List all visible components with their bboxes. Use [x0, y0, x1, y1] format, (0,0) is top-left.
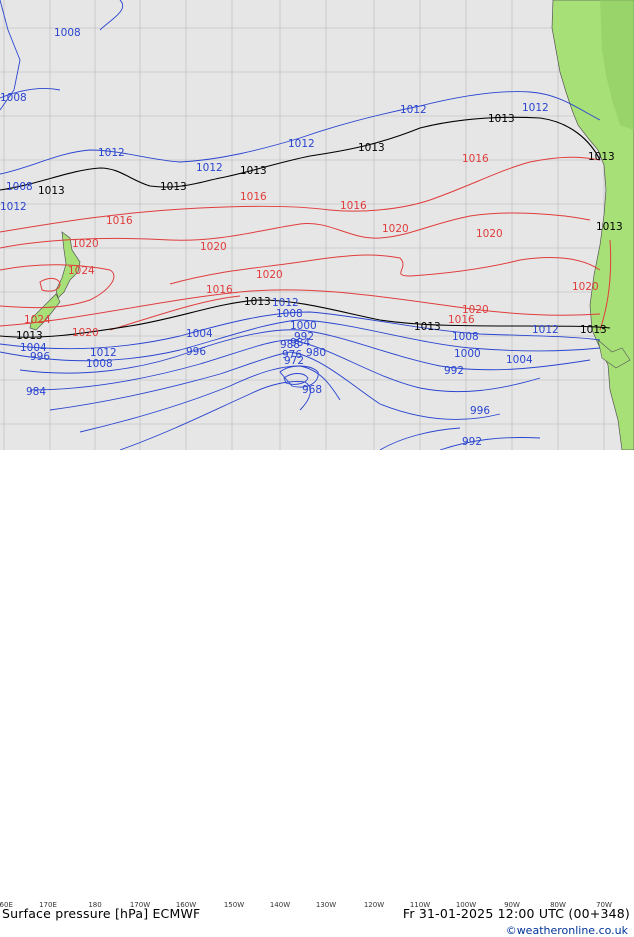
- isobar-label: 1012: [90, 347, 117, 359]
- isobar-label: 996: [186, 346, 206, 358]
- isobar-label: 1012: [98, 147, 125, 159]
- isobar-label: 1008: [0, 92, 27, 104]
- isobar-label: 1020: [476, 228, 503, 240]
- andes-highlands: [600, 0, 634, 130]
- isobar-label: 1016: [340, 200, 367, 212]
- standard-isobars: [0, 116, 611, 338]
- isobar-label: 1016: [448, 314, 475, 326]
- isobar-label: 1020: [72, 238, 99, 250]
- isobar-label: 1020: [72, 327, 99, 339]
- longitude-label: 120W: [363, 901, 385, 909]
- isobar-label: 992: [444, 365, 464, 377]
- isobar-label: 1012: [272, 297, 299, 309]
- tierra-del-fuego: [597, 339, 631, 369]
- isobar-label: 1016: [106, 215, 133, 227]
- isobar-label: 1024: [24, 314, 51, 326]
- isobar-label: 1004: [186, 328, 213, 340]
- isobar-label: 992: [462, 436, 482, 448]
- isobar-label: 1013: [16, 330, 43, 342]
- isobar-label: 1016: [462, 153, 489, 165]
- isobar-label: 968: [302, 384, 322, 396]
- isobar-label: 1008: [86, 358, 113, 370]
- isobar-label: 992: [294, 331, 314, 343]
- isobar-label: 1012: [522, 102, 549, 114]
- isobar-label: 1013: [580, 324, 607, 336]
- longitude-label: 130W: [315, 901, 337, 909]
- isobar-label: 1013: [160, 181, 187, 193]
- isobar-label: 996: [30, 351, 50, 363]
- valid-time: Fr 31-01-2025 12:00 UTC (00+348): [402, 906, 630, 921]
- map-canvas: 1008 1008 1008 1012 1012 1012 1012 1012 …: [0, 0, 634, 451]
- isobar-label: 1013: [240, 165, 267, 177]
- isobar-label: 1013: [38, 185, 65, 197]
- isobar-label: 988: [280, 339, 300, 351]
- credit-link[interactable]: ©weatheronline.co.uk: [505, 924, 628, 937]
- isobar-labels: 1008 1008 1008 1012 1012 1012 1012 1012 …: [0, 27, 623, 448]
- isobar-label: 1020: [572, 281, 599, 293]
- isobar-label: 1024: [68, 265, 95, 277]
- isobar-label: 1000: [454, 348, 481, 360]
- isobar-label: 1012: [532, 324, 559, 336]
- isobar-label: 984: [26, 386, 46, 398]
- isobar-label: 1020: [382, 223, 409, 235]
- isobar-label: 972: [284, 355, 304, 367]
- isobar-label: 1020: [256, 269, 283, 281]
- isobar-label: 976: [282, 349, 302, 361]
- isobar-label: 1008: [54, 27, 81, 39]
- isobar-label: 1013: [358, 142, 385, 154]
- isobar-label: 1020: [200, 241, 227, 253]
- isobar-label: 1000: [290, 320, 317, 332]
- isobar-label: 980: [306, 347, 326, 359]
- south-america-land: [551, 0, 634, 451]
- isobar-label: 1004: [20, 342, 47, 354]
- isobar-label: 1004: [506, 354, 533, 366]
- isobar-label: 1012: [0, 201, 27, 213]
- map-title: Surface pressure [hPa] ECMWF: [2, 906, 201, 921]
- longitude-label: 150W: [223, 901, 245, 909]
- isobar-label: 1012: [288, 138, 315, 150]
- isobar-label: 1013: [588, 151, 615, 163]
- map-footer: 160E 170E 180 170W 160W 150W 140W 130W 1…: [0, 450, 634, 937]
- isobar-label: 1013: [244, 296, 271, 308]
- isobar-label: 996: [470, 405, 490, 417]
- isobar-label: 1013: [414, 321, 441, 333]
- isobar-label: 984: [290, 337, 310, 349]
- isobar-label: 1013: [596, 221, 623, 233]
- isobar-label: 1016: [240, 191, 267, 203]
- isobar-label: 1008: [452, 331, 479, 343]
- isobar-label: 1012: [196, 162, 223, 174]
- isobar-label: 1012: [400, 104, 427, 116]
- pressure-map[interactable]: 1008 1008 1008 1012 1012 1012 1012 1012 …: [0, 0, 634, 451]
- longitude-label: 140W: [269, 901, 291, 909]
- low-pressure-isobars: [0, 0, 601, 451]
- isobar-label: 1008: [6, 181, 33, 193]
- isobar-label: 1016: [206, 284, 233, 296]
- isobar-label: 1008: [276, 308, 303, 320]
- ocean-background: [0, 0, 634, 450]
- high-pressure-isobars: [0, 156, 612, 331]
- isobar-label: 1013: [488, 113, 515, 125]
- graticule: [0, 0, 634, 450]
- isobar-label: 1020: [462, 304, 489, 316]
